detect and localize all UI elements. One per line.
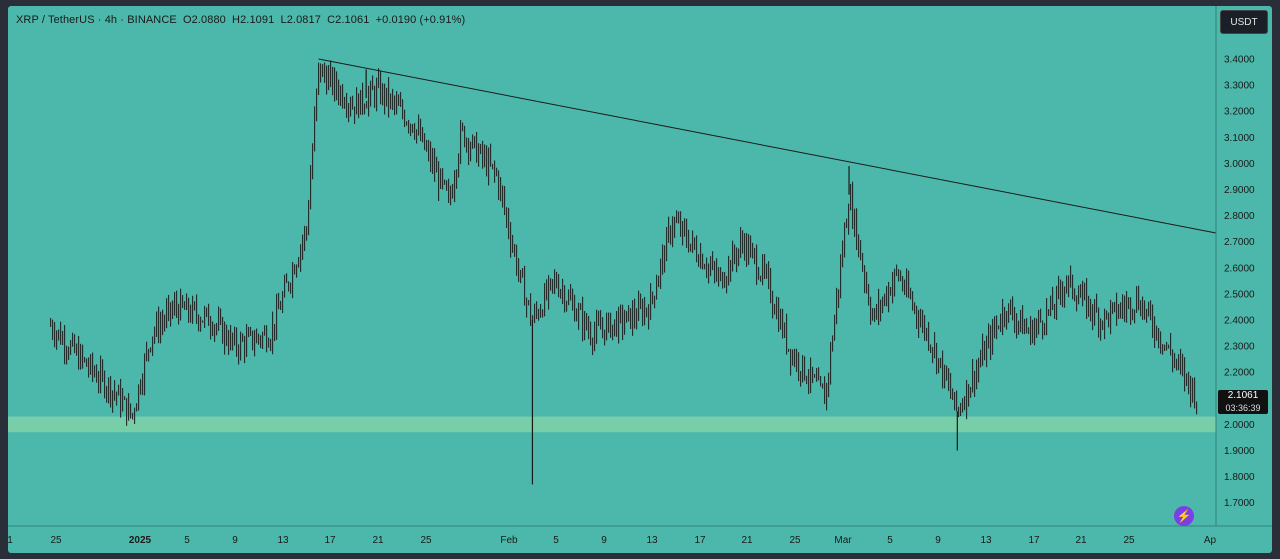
last-price-tag: 2.1061 03:36:39 (1218, 390, 1268, 414)
x-tick-label: 25 (50, 535, 62, 546)
y-tick-label: 2.6000 (1224, 263, 1255, 274)
high-value: H2.1091 (232, 14, 275, 26)
trendline[interactable] (318, 58, 1217, 234)
symbol-name[interactable]: XRP / TetherUS · 4h · BINANCE (16, 14, 177, 26)
last-price: 2.1061 (1227, 390, 1259, 401)
open-value: O2.0880 (182, 14, 226, 26)
close-value: C2.1061 (327, 14, 370, 26)
x-tick-label: 13 (646, 535, 658, 546)
x-tick-label: 2025 (129, 535, 152, 546)
y-tick-label: 2.2000 (1224, 368, 1255, 379)
y-tick-label: 2.5000 (1224, 289, 1255, 300)
x-tick-label: 25 (789, 535, 801, 546)
x-tick-label: 13 (980, 535, 992, 546)
x-tick-label: 17 (1028, 535, 1040, 546)
y-tick-label: 1.9000 (1224, 446, 1255, 457)
y-tick-label: 2.3000 (1224, 342, 1255, 353)
x-tick-label: 17 (694, 535, 706, 546)
y-tick-label: 2.8000 (1224, 211, 1255, 222)
x-tick-label: Feb (500, 535, 518, 546)
x-tick-label: 9 (601, 535, 607, 546)
y-tick-label: 1.7000 (1224, 498, 1255, 509)
y-axis: 3.4000 3.3000 3.2000 3.1000 3.0000 2.9000 2.80… (1224, 55, 1255, 510)
low-value: L2.0817 (280, 14, 321, 26)
y-tick-label: 3.4000 (1224, 55, 1255, 66)
x-tick-label: 5 (184, 535, 190, 546)
x-tick-label: Mar (834, 535, 852, 546)
y-tick-label: 2.4000 (1224, 316, 1255, 327)
x-tick-label: 21 (372, 535, 384, 546)
x-tick-label: 25 (420, 535, 432, 546)
chart-frame (8, 6, 1272, 553)
x-tick-label: 21 (741, 535, 753, 546)
y-tick-label: 1.8000 (1224, 472, 1255, 483)
x-tick-label: 25 (1123, 535, 1135, 546)
y-tick-label: 3.0000 (1224, 159, 1255, 170)
lightning-icon[interactable]: ⚡ (1174, 506, 1194, 526)
x-tick-label: Ap (1204, 535, 1217, 546)
x-tick-label: 5 (553, 535, 559, 546)
y-tick-label: 2.9000 (1224, 185, 1255, 196)
change-value: +0.0190 (+0.91%) (375, 14, 466, 26)
bar-countdown: 03:36:39 (1225, 403, 1261, 413)
y-tick-label: 2.7000 (1224, 237, 1255, 248)
y-tick-label: 3.1000 (1224, 133, 1255, 144)
support-zone (8, 416, 1216, 433)
x-axis: 1 25 2025 5 9 13 17 21 25 Feb 5 9 13 17 21 25 Mar 5 9 13 17 2… (7, 535, 1216, 546)
x-tick-label: 1 (7, 535, 13, 546)
symbol-legend: XRP / TetherUS · 4h · BINANCE O2.0880 H2… (16, 14, 468, 26)
x-tick-label: 21 (1075, 535, 1087, 546)
x-tick-label: 9 (232, 535, 238, 546)
x-tick-label: 13 (277, 535, 289, 546)
candle-layer (50, 60, 1198, 485)
y-tick-label: 2.0000 (1224, 420, 1255, 431)
x-tick-label: 9 (935, 535, 941, 546)
y-tick-label: 3.2000 (1224, 107, 1255, 118)
x-tick-label: 5 (887, 535, 893, 546)
x-tick-label: 17 (324, 535, 336, 546)
y-tick-label: 3.3000 (1224, 81, 1255, 92)
currency-unit-button[interactable]: USDT (1220, 10, 1268, 34)
